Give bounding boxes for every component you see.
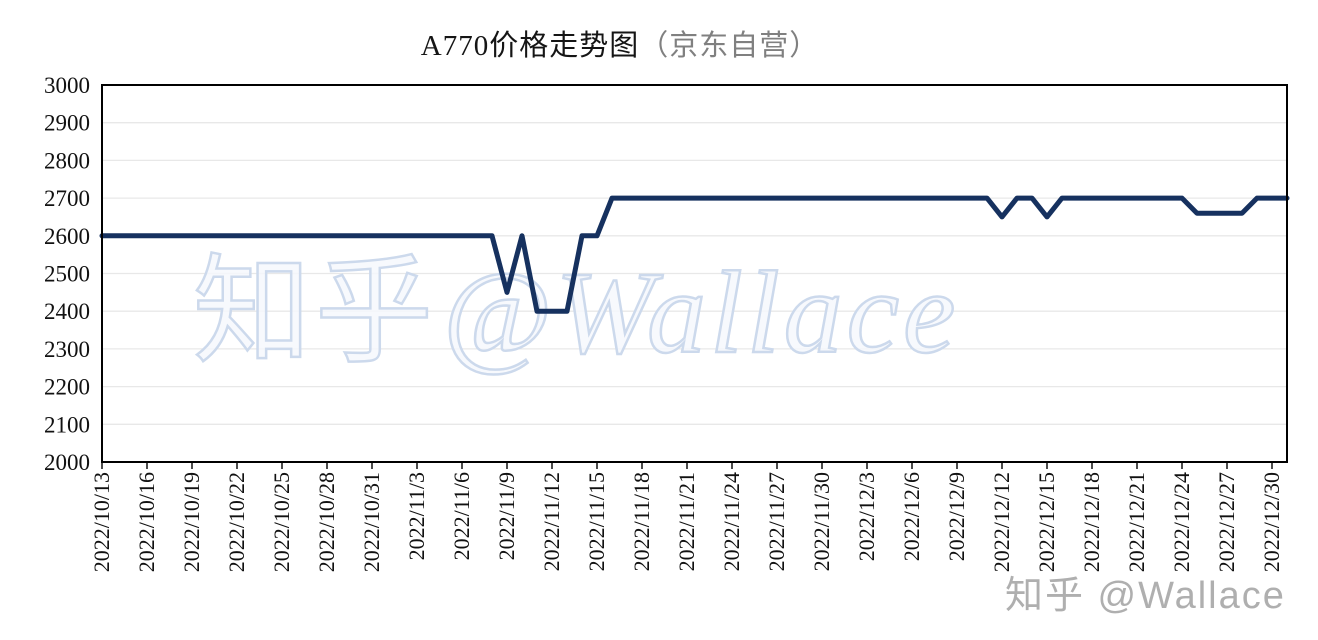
center-watermark: 知乎@Wallace: [193, 247, 959, 378]
price-line: [99, 195, 1290, 314]
x-axis-label: 2022/12/12: [989, 472, 1014, 572]
y-axis-label: 2300: [44, 337, 90, 362]
x-axis-label: 2022/10/19: [179, 472, 204, 572]
y-axis-label: 2200: [44, 375, 90, 400]
x-axis-label: 2022/11/27: [764, 472, 789, 571]
y-axis-labels: 2000 2100 2200 2300 2400 2500 2600 2700 2800 2900…: [44, 73, 90, 475]
x-axis-label: 2022/11/21: [674, 472, 699, 571]
x-axis-label: 2022/12/18: [1079, 472, 1104, 572]
y-axis-label: 2400: [44, 299, 90, 324]
y-axis-label: 3000: [44, 73, 90, 98]
watermark-handle-text: @Wallace: [443, 247, 959, 378]
y-axis-label: 2800: [44, 148, 90, 173]
x-axis-label: 2022/10/16: [134, 472, 159, 572]
y-axis-label: 2700: [44, 186, 90, 211]
x-axis-label: 2022/11/12: [539, 472, 564, 571]
x-axis-label: 2022/10/28: [314, 472, 339, 572]
watermark-zhihu-text: 知乎: [193, 247, 437, 378]
x-axis-label: 2022/11/30: [809, 472, 834, 571]
x-axis-label: 2022/11/9: [494, 472, 519, 560]
y-axis-label: 2900: [44, 111, 90, 136]
x-axis-label: 2022/12/21: [1124, 472, 1149, 572]
x-axis-label: 2022/12/9: [944, 472, 969, 561]
y-axis-label: 2500: [44, 262, 90, 287]
x-axis-label: 2022/12/15: [1034, 472, 1059, 572]
x-axis-labels: 2022/10/13 2022/10/16 2022/10/19 2022/10/22…: [89, 472, 1284, 572]
x-axis-label: 2022/10/13: [89, 472, 114, 572]
x-axis-label: 2022/12/24: [1169, 472, 1194, 572]
x-axis-label: 2022/12/30: [1259, 472, 1284, 572]
axes: [101, 84, 1288, 469]
x-axis-label: 2022/11/6: [449, 472, 474, 560]
title-main: A770价格走势图: [420, 30, 640, 62]
x-axis-label: 2022/11/24: [719, 472, 744, 571]
x-axis-label: 2022/10/31: [359, 472, 384, 572]
x-axis-label: 2022/11/15: [584, 472, 609, 571]
corner-watermark: 知乎 @Wallace: [1005, 575, 1286, 617]
x-axis-label: 2022/12/6: [899, 472, 924, 561]
y-axis-label: 2100: [44, 412, 90, 437]
price-line-group: [99, 195, 1290, 314]
x-axis-label: 2022/11/18: [629, 472, 654, 571]
x-axis-label: 2022/12/3: [854, 472, 879, 561]
plot-border: [101, 84, 1288, 463]
page-title: A770价格走势图（京东自营）: [0, 22, 1240, 64]
title-suffix: （京东自营）: [639, 30, 820, 62]
x-axis-label: 2022/12/27: [1214, 472, 1239, 572]
x-axis-label: 2022/11/3: [404, 472, 429, 560]
y-axis-label: 2000: [44, 450, 90, 475]
x-axis-label: 2022/10/25: [269, 472, 294, 572]
x-axis-label: 2022/10/22: [224, 472, 249, 572]
y-axis-label: 2600: [44, 224, 90, 249]
